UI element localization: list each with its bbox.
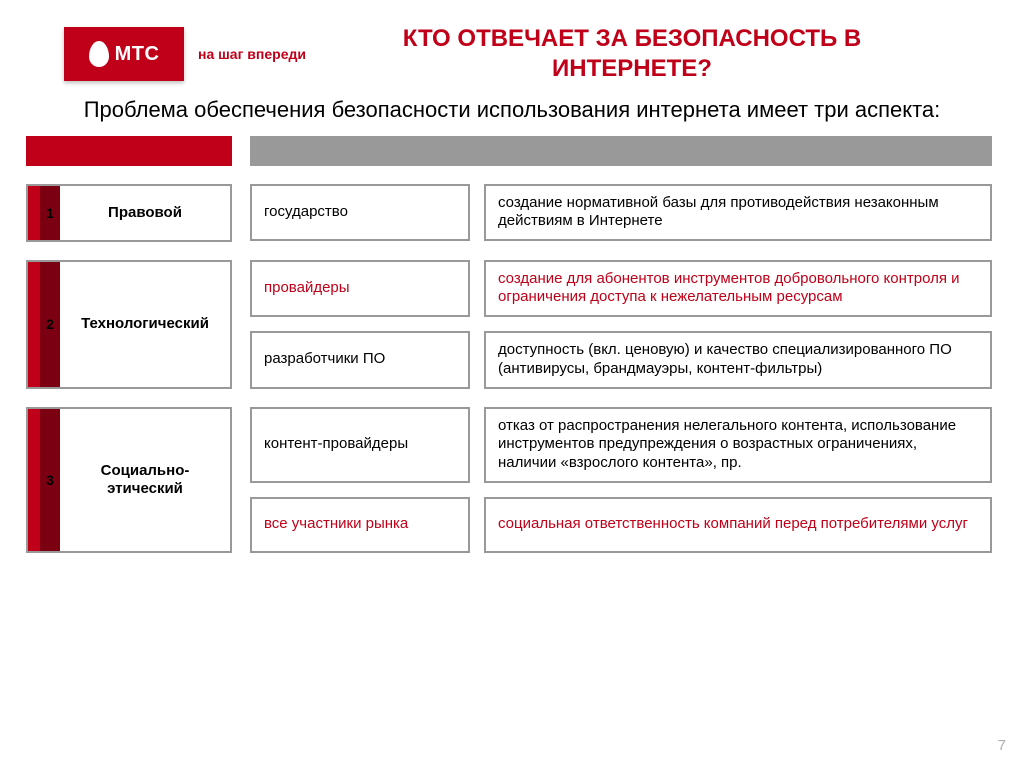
table-row: разработчики ПО доступность (вкл. ценову…	[250, 331, 992, 389]
aspect-rows: провайдеры создание для абонентов инстру…	[250, 260, 992, 389]
actor-cell: провайдеры	[250, 260, 470, 318]
aspect-label: 3 Социально-этический	[26, 407, 232, 553]
page-subtitle: Проблема обеспечения безопасности исполь…	[0, 90, 1024, 136]
aspect-block: 3 Социально-этический контент-провайдеры…	[26, 407, 992, 553]
aspect-label: 1 Правовой	[26, 184, 232, 242]
aspect-number: 3	[40, 409, 60, 551]
brand-logo-text: МТС	[115, 43, 160, 66]
table-row: провайдеры создание для абонентов инстру…	[250, 260, 992, 318]
actor-cell: разработчики ПО	[250, 331, 470, 389]
desc-cell: создание нормативной базы для противодей…	[484, 184, 992, 242]
brand-tagline: на шаг впереди	[198, 46, 306, 62]
aspect-name: Правовой	[60, 186, 230, 240]
table-row: контент-провайдеры отказ от распростране…	[250, 407, 992, 483]
content-area: 1 Правовой государство создание норматив…	[0, 136, 1024, 553]
header-bar-red	[26, 136, 232, 166]
aspect-rows: государство создание нормативной базы дл…	[250, 184, 992, 242]
header-row: МТС на шаг впереди КТО ОТВЕЧАЕТ ЗА БЕЗОП…	[0, 0, 1024, 90]
table-row: государство создание нормативной базы дл…	[250, 184, 992, 242]
table-row: все участники рынка социальная ответстве…	[250, 497, 992, 553]
desc-cell: отказ от распространения нелегального ко…	[484, 407, 992, 483]
desc-cell: создание для абонентов инструментов добр…	[484, 260, 992, 318]
page-number: 7	[998, 737, 1006, 754]
aspect-block: 1 Правовой государство создание норматив…	[26, 184, 992, 242]
aspect-number: 2	[40, 262, 60, 387]
desc-cell: социальная ответственность компаний пере…	[484, 497, 992, 553]
egg-icon	[89, 41, 109, 67]
aspect-number: 1	[40, 186, 60, 240]
page-title: КТО ОТВЕЧАЕТ ЗА БЕЗОПАСНОСТЬ В ИНТЕРНЕТЕ…	[320, 24, 1004, 84]
actor-cell: все участники рынка	[250, 497, 470, 553]
desc-cell: доступность (вкл. ценовую) и качество сп…	[484, 331, 992, 389]
aspect-block: 2 Технологический провайдеры создание дл…	[26, 260, 992, 389]
aspect-name: Социально-этический	[60, 409, 230, 551]
aspect-rows: контент-провайдеры отказ от распростране…	[250, 407, 992, 553]
brand-logo: МТС	[64, 27, 184, 81]
aspect-strip	[28, 186, 40, 240]
aspect-strip	[28, 262, 40, 387]
aspect-strip	[28, 409, 40, 551]
aspect-label: 2 Технологический	[26, 260, 232, 389]
header-bar-grey	[250, 136, 992, 166]
header-bars	[26, 136, 992, 166]
actor-cell: контент-провайдеры	[250, 407, 470, 483]
actor-cell: государство	[250, 184, 470, 242]
aspect-name: Технологический	[60, 262, 230, 387]
